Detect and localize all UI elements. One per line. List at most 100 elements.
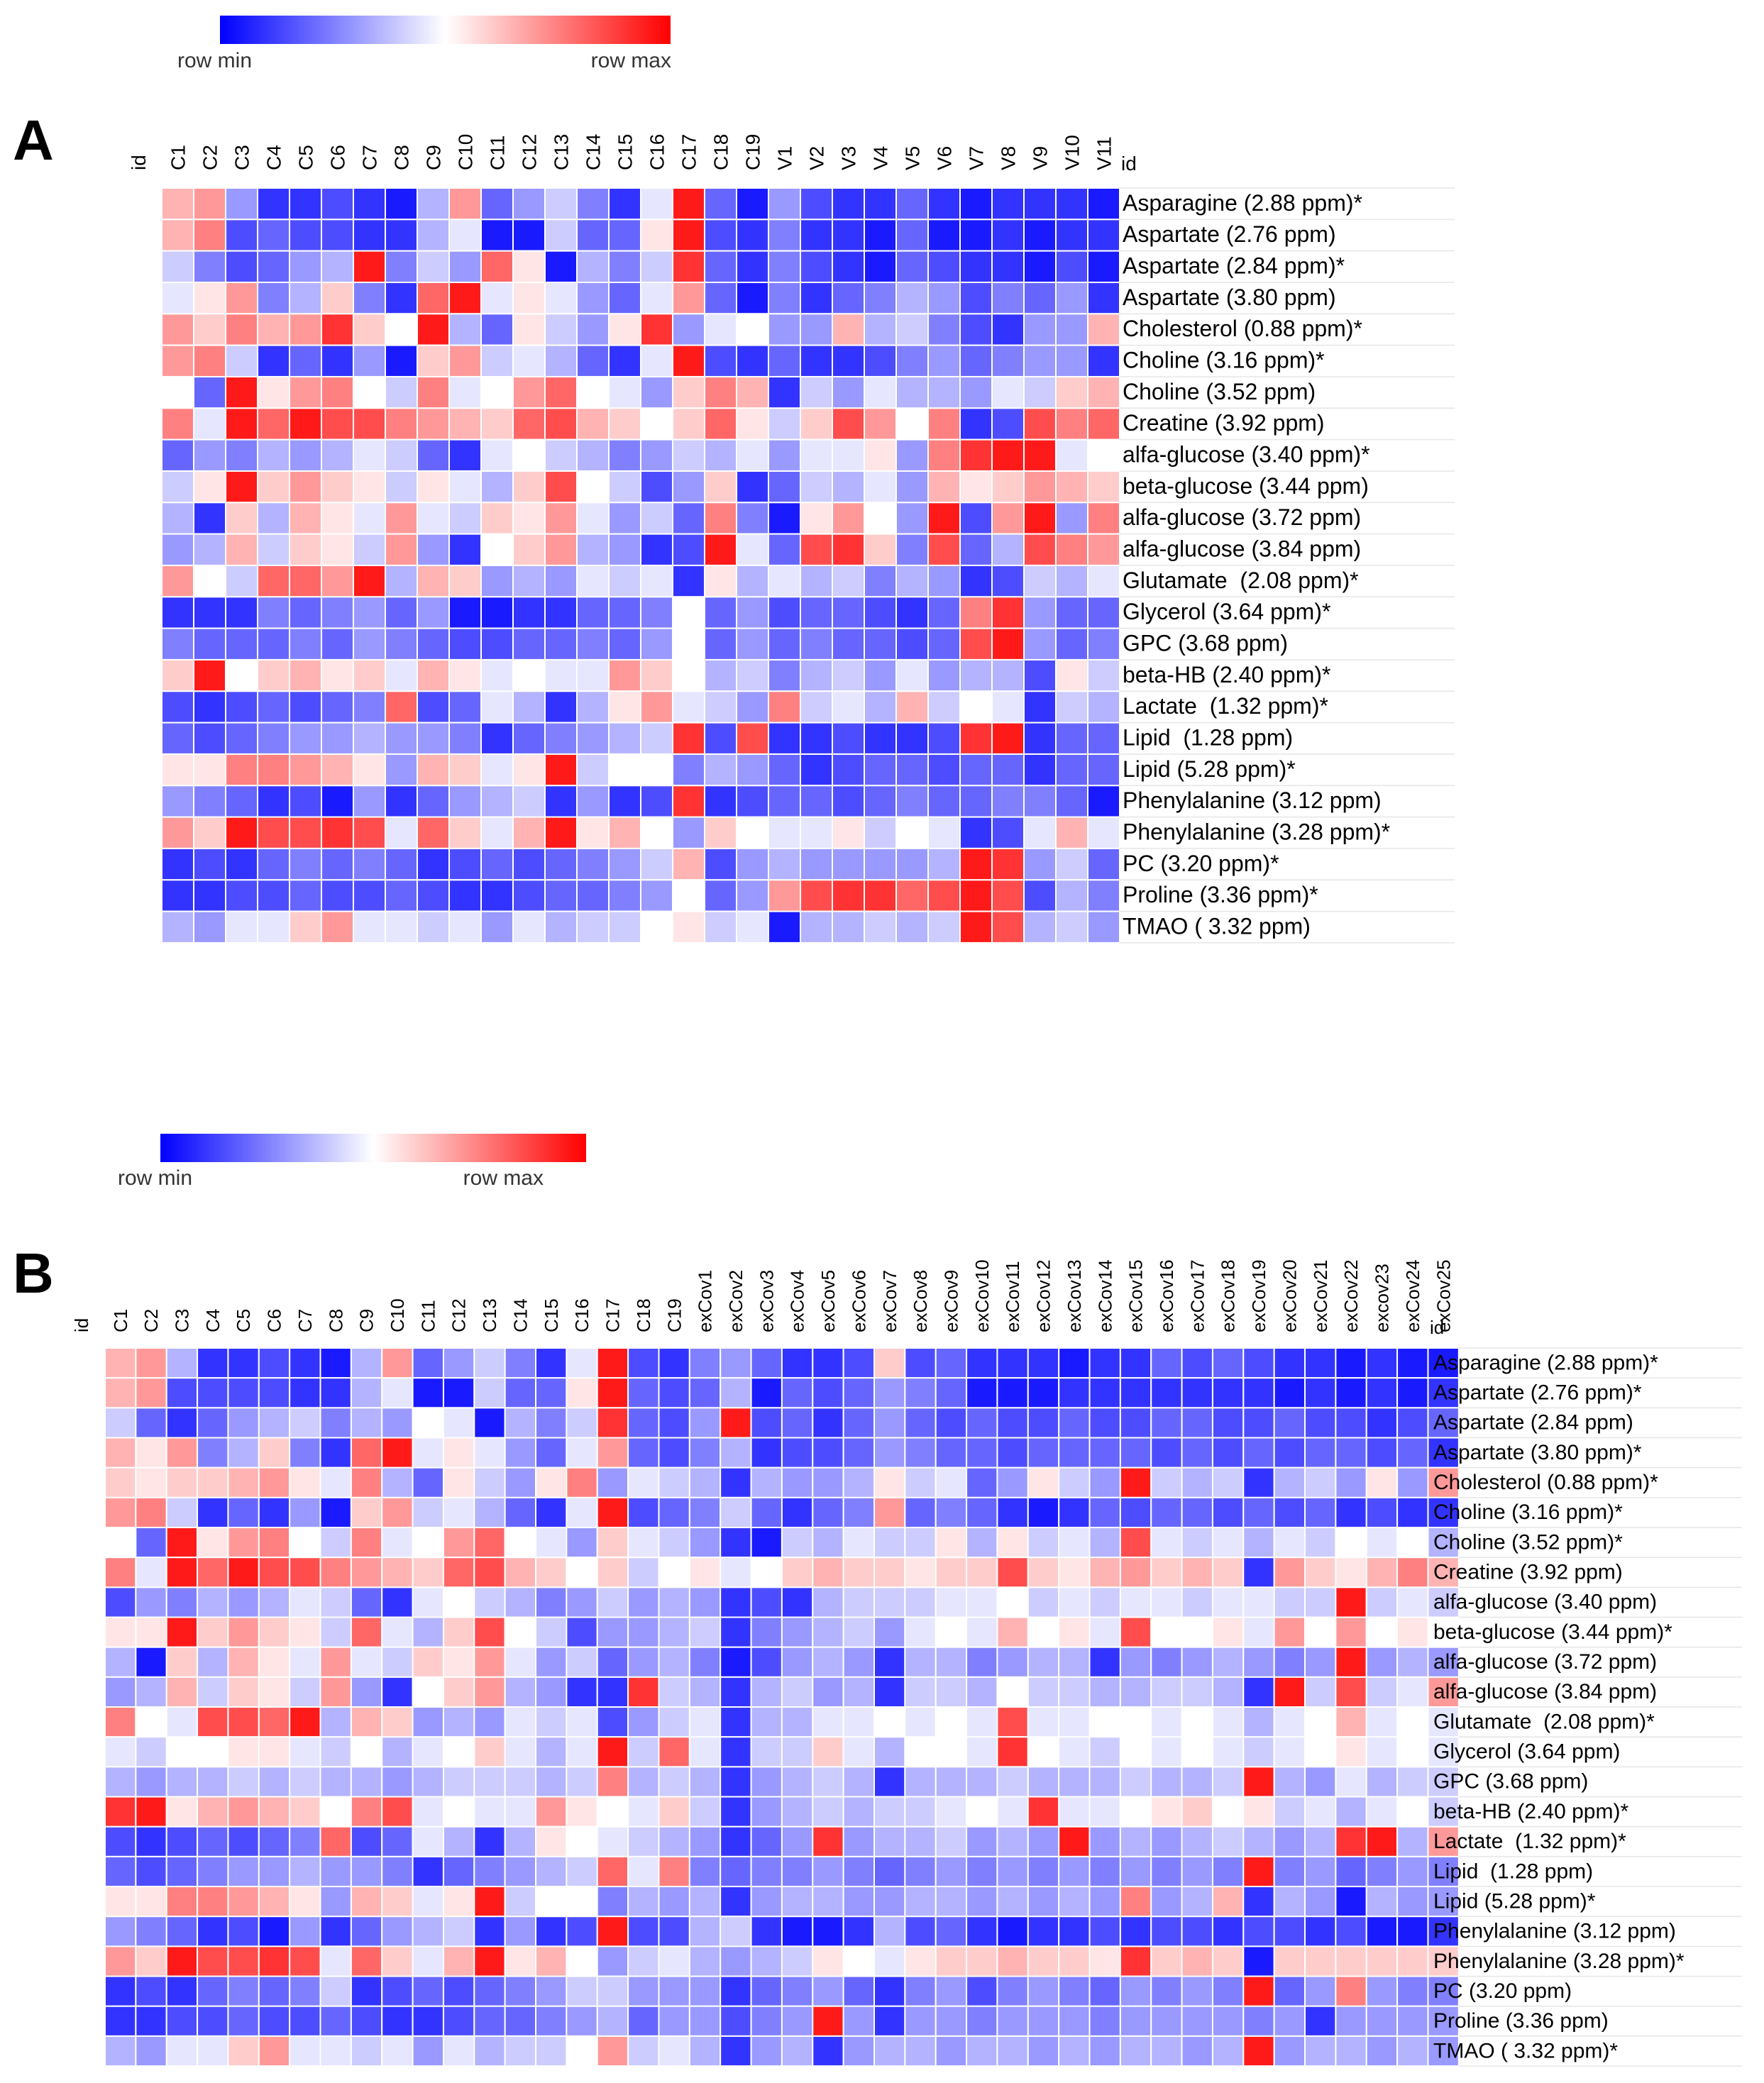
heatmap-cell: [442, 1527, 475, 1559]
heatmap-cell: [1273, 2035, 1306, 2067]
column-label: C8: [325, 1309, 346, 1332]
heatmap-cell: [927, 344, 961, 377]
heatmap-cell: [576, 313, 610, 346]
row-label: Glutamate (2.08 ppm)*: [1433, 1710, 1655, 1733]
heatmap-cell: [1242, 1527, 1275, 1559]
heatmap-cell: [1365, 1557, 1399, 1589]
heatmap-cell: [688, 1766, 722, 1798]
heatmap-cell: [832, 250, 865, 283]
heatmap-cell: [473, 1676, 506, 1708]
heatmap-cell: [720, 1646, 752, 1678]
heatmap-cell: [227, 1527, 260, 1559]
heatmap-cell: [1181, 1796, 1213, 1828]
heatmap-cell: [319, 1586, 352, 1618]
heatmap-cell: [353, 596, 386, 629]
heatmap-cell: [1150, 1347, 1183, 1379]
heatmap-cell: [812, 1496, 844, 1529]
heatmap-cell: [904, 1796, 937, 1828]
heatmap-cell: [104, 1855, 137, 1888]
heatmap-cell: [627, 1407, 660, 1439]
heatmap-cell: [658, 1975, 690, 2007]
heatmap-cell: [385, 313, 418, 346]
heatmap-cell: [704, 816, 737, 849]
heatmap-cell: [225, 722, 258, 755]
legend-min-label: row min: [177, 49, 252, 72]
heatmap-cell: [1150, 1886, 1183, 1918]
row-label: Phenylalanine (3.12 ppm): [1123, 788, 1382, 813]
heatmap-cell: [658, 1766, 690, 1798]
legend-max-label: row max: [463, 1166, 544, 1190]
heatmap-cell: [544, 219, 578, 252]
heatmap-cell: [781, 1676, 814, 1708]
heatmap-cell: [535, 1616, 568, 1648]
heatmap-cell: [658, 1466, 690, 1498]
heatmap-cell: [720, 1377, 752, 1409]
heatmap-cell: [165, 1616, 199, 1648]
heatmap-cell: [1304, 2005, 1337, 2037]
heatmap-cell: [596, 1855, 629, 1888]
heatmap-cell: [991, 470, 1025, 504]
heatmap-cell: [966, 1736, 998, 1768]
heatmap-cell: [1396, 1496, 1429, 1529]
heatmap-cell: [895, 313, 929, 346]
column-label: C6: [264, 1309, 285, 1332]
heatmap-cell: [193, 690, 226, 724]
heatmap-cell: [504, 1796, 537, 1828]
heatmap-cell: [135, 1945, 167, 1977]
heatmap-cell: [1058, 1886, 1091, 1918]
row-label: Glycerol (3.64 ppm)*: [1123, 599, 1330, 624]
heatmap-cell: [442, 1886, 475, 1918]
heatmap-cell: [800, 658, 833, 692]
heatmap-cell: [512, 470, 546, 504]
heatmap-cell: [873, 1916, 906, 1947]
heatmap-cell: [1023, 564, 1057, 598]
heatmap-cell: [353, 281, 386, 315]
heatmap-cell: [197, 1886, 229, 1918]
heatmap-cell: [688, 1466, 722, 1498]
heatmap-cell: [504, 1706, 537, 1738]
heatmap-cell: [658, 1916, 690, 1947]
heatmap-cell: [1211, 1736, 1245, 1768]
heatmap-cell: [895, 250, 929, 283]
heatmap-cell: [193, 313, 226, 346]
row-label: Choline (3.16 ppm)*: [1123, 348, 1325, 373]
heatmap-cell: [1181, 1736, 1213, 1768]
heatmap-cell: [225, 533, 258, 566]
heatmap-cell: [165, 1496, 199, 1529]
heatmap-cell: [566, 1616, 598, 1648]
heatmap-cell: [1335, 2035, 1367, 2067]
heatmap-cell: [412, 1347, 444, 1379]
heatmap-cell: [104, 1496, 137, 1529]
heatmap-cell: [768, 533, 801, 566]
heatmap-cell: [473, 2005, 506, 2037]
heatmap-cell: [672, 375, 705, 409]
heatmap-cell: [512, 219, 546, 252]
heatmap-cell: [672, 658, 705, 692]
column-label: C13: [550, 134, 572, 170]
heatmap-cell: [193, 753, 226, 787]
column-label: exCov14: [1094, 1259, 1115, 1332]
heatmap-cell: [1427, 1766, 1460, 1798]
heatmap-cell: [257, 596, 290, 629]
heatmap-cell: [781, 1945, 814, 1977]
heatmap-cell: [576, 785, 610, 818]
heatmap-cell: [289, 313, 322, 346]
heatmap-cell: [566, 2035, 598, 2067]
heatmap-cell: [991, 281, 1025, 315]
row-label: PC (3.20 ppm): [1433, 1979, 1572, 2003]
heatmap-cell: [289, 1855, 321, 1888]
heatmap-cell: [535, 1646, 568, 1678]
heatmap-cell: [1396, 1886, 1429, 1918]
heatmap-cell: [1055, 785, 1088, 818]
heatmap-cell: [1304, 1586, 1337, 1618]
heatmap-cell: [1427, 1586, 1460, 1618]
heatmap-cell: [895, 375, 929, 409]
row-label: Aspartate (3.80 ppm)*: [1433, 1441, 1642, 1464]
heatmap-cell: [1150, 1407, 1183, 1439]
heatmap-cell: [658, 1586, 690, 1618]
heatmap-cell: [768, 690, 801, 724]
heatmap-cell: [927, 564, 961, 598]
heatmap-cell: [1087, 596, 1120, 629]
heatmap-cell: [227, 1706, 260, 1738]
heatmap-cell: [227, 1616, 260, 1648]
